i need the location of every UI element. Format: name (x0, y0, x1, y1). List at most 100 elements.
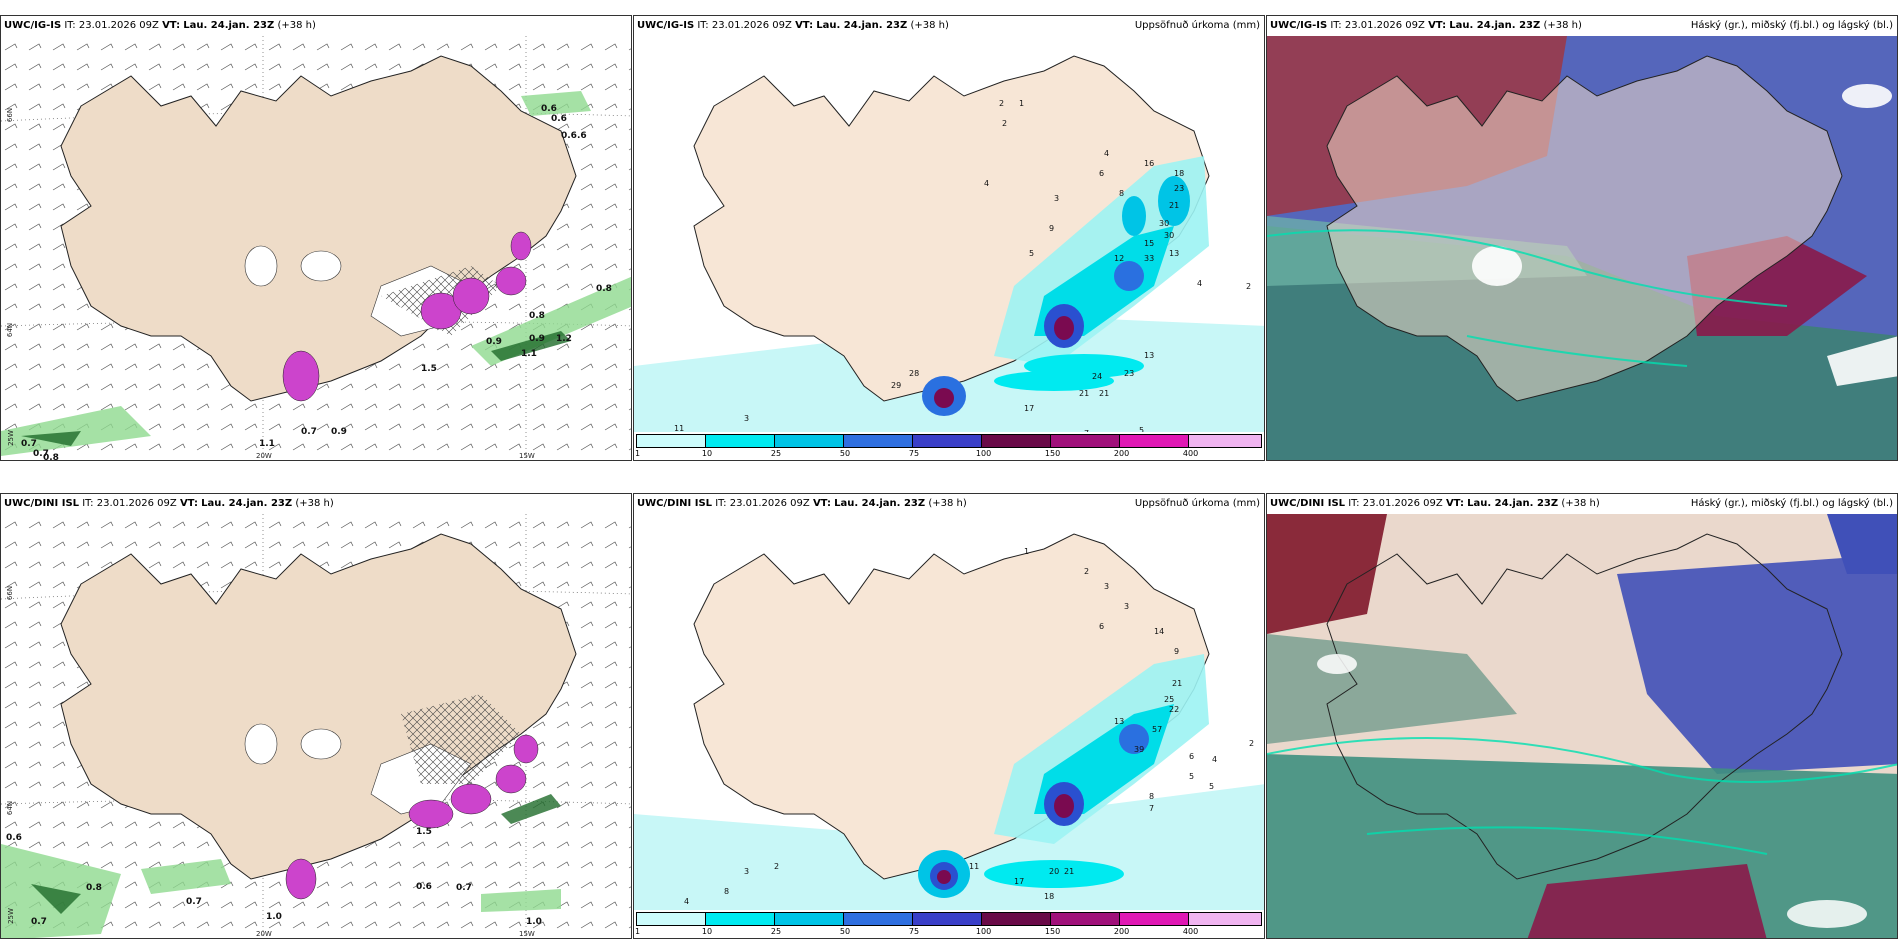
value-label: 17 (1024, 404, 1034, 413)
colorbar-cell (1188, 912, 1262, 926)
value-label: 24 (1092, 372, 1102, 381)
colorbar-cell (1119, 912, 1189, 926)
value-label: 1.5 (421, 364, 437, 374)
colorbar-cell (636, 434, 706, 448)
value-label: 3 (744, 867, 749, 876)
value-label: 0.6 (416, 882, 432, 892)
value-label: 4 (684, 897, 689, 906)
value-label: 3 (1124, 602, 1129, 611)
colorbar-cell (1119, 434, 1189, 448)
value-label: 21 (1079, 389, 1089, 398)
colorbar-cell (774, 912, 844, 926)
lon-label: 20W (256, 930, 272, 938)
lat-label-right: 66N (630, 586, 631, 600)
colorbar-tick: 75 (908, 449, 920, 458)
value-label: 21 (1169, 201, 1179, 210)
hatched-area (401, 694, 521, 784)
value-label: 9 (1049, 224, 1054, 233)
value-label: 8 (724, 887, 729, 896)
panel-dini-clouds: UWC/DINI ISL IT: 23.01.2026 09Z VT: Lau.… (1266, 493, 1898, 939)
value-label: 25 (1164, 695, 1174, 704)
value-label: 0.7 (186, 897, 202, 907)
value-label: 13 (1144, 351, 1154, 360)
colorbar-tick: 75 (908, 927, 920, 936)
value-label: 22 (1169, 705, 1179, 714)
value-label: 5 (1189, 772, 1194, 781)
value-label: 1 (1024, 547, 1029, 556)
precip-colorbar: 1 10 25 50 75 100 150 200 400 (634, 910, 1264, 938)
value-label: 7 (1149, 804, 1154, 813)
wind-precip-map: 0.6 0.8 0.7 0.7 1.0 0.6 0.7 1.0 1.5 (1, 514, 631, 938)
value-label: 28 (909, 369, 919, 378)
colorbar-cell (705, 912, 775, 926)
value-label: 6 (1099, 169, 1104, 178)
colorbar-cell (981, 912, 1051, 926)
value-label: 2 (999, 99, 1004, 108)
value-label: 1.5 (416, 827, 432, 837)
magenta-cells (282, 231, 532, 402)
value-label: 21 (1099, 389, 1109, 398)
lat-label: 64N (6, 800, 15, 816)
colorbar-cell (774, 434, 844, 448)
panel-variable-title: Háský (gr.), miðský (fj.bl.) og lágský (… (1690, 20, 1893, 31)
value-label: 0.7 (33, 449, 49, 459)
value-label: 5 (1029, 249, 1034, 258)
value-label: 1.0 (266, 912, 282, 922)
value-label: 2 (1246, 282, 1251, 291)
value-label: 6 (1099, 622, 1104, 631)
colorbar-cell (705, 434, 775, 448)
value-label: 11 (969, 862, 979, 871)
lat-label: 25W (6, 908, 15, 924)
value-label: 21 (1064, 867, 1074, 876)
panel-header: UWC/IG-IS IT: 23.01.2026 09Z VT: Lau. 24… (634, 16, 1264, 36)
value-label: 16 (1144, 159, 1154, 168)
colorbar-cell (843, 912, 913, 926)
colorbar-tick: 50 (839, 927, 851, 936)
value-label: 0.9 (529, 334, 545, 344)
panel-header: UWC/IG-IS IT: 23.01.2026 09Z VT: Lau. 24… (1267, 16, 1897, 36)
value-label: 30 (1159, 219, 1169, 228)
value-label: 0.7 (301, 427, 317, 437)
value-label: 0.6 (541, 104, 557, 114)
magenta-cells (285, 734, 539, 900)
colorbar-tick: 1 (634, 449, 641, 458)
value-label: 21 (1172, 679, 1182, 688)
value-label: 13 (1114, 717, 1124, 726)
colorbar-cell (636, 912, 706, 926)
colorbar-tick: 25 (770, 449, 782, 458)
value-label: 1 (1019, 99, 1024, 108)
value-label: 1.1 (521, 349, 537, 359)
panel-igis-clouds: UWC/IG-IS IT: 23.01.2026 09Z VT: Lau. 24… (1266, 15, 1898, 461)
value-label: 5 (1209, 782, 1214, 791)
colorbar-tick: 25 (770, 927, 782, 936)
value-label: 29 (891, 381, 901, 390)
low-cloud-edges (1267, 737, 1897, 855)
colorbar-tick: 10 (701, 927, 713, 936)
lat-label-right: 64N (630, 801, 631, 815)
colorbar-tick: 100 (975, 927, 992, 936)
lon-label: 20W (256, 452, 272, 460)
accum-precip-map: 1 2 3 3 6 14 9 21 25 22 57 39 13 6 5 5 4… (634, 514, 1264, 938)
value-label: 0.7 (21, 439, 37, 449)
value-label: 3 (1104, 582, 1109, 591)
value-label: 3 (1054, 194, 1059, 203)
colorbar-tick: 200 (1113, 449, 1130, 458)
value-label: 1.0 (526, 917, 542, 927)
value-label: 2 (1249, 739, 1254, 748)
precip-colorbar: 1 10 25 50 75 100 150 200 400 (634, 432, 1264, 460)
value-label: 17 (1014, 877, 1024, 886)
panel-header: UWC/DINI ISL IT: 23.01.2026 09Z VT: Lau.… (1267, 494, 1897, 514)
colorbar-cell (1050, 912, 1120, 926)
value-label: 1.2 (556, 334, 572, 344)
panel-dini-precip: UWC/DINI ISL IT: 23.01.2026 09Z VT: Lau.… (633, 493, 1265, 939)
low-cloud-edges (1267, 229, 1788, 367)
panel-variable-title: Uppsöfnuð úrkoma (mm) (1134, 20, 1260, 31)
clear-sky-patches (1317, 654, 1867, 928)
value-label: 6 (1189, 752, 1194, 761)
value-label: 9 (1174, 647, 1179, 656)
value-label: 30 (1164, 231, 1174, 240)
value-label: 0.6 (6, 833, 22, 843)
panel-header: UWC/DINI ISL IT: 23.01.2026 09Z VT: Lau.… (634, 494, 1264, 514)
panel-variable-title: Uppsöfnuð úrkoma (mm) (1134, 498, 1260, 509)
panel-header: UWC/DINI ISL IT: 23.01.2026 09Z VT: Lau.… (4, 498, 334, 509)
